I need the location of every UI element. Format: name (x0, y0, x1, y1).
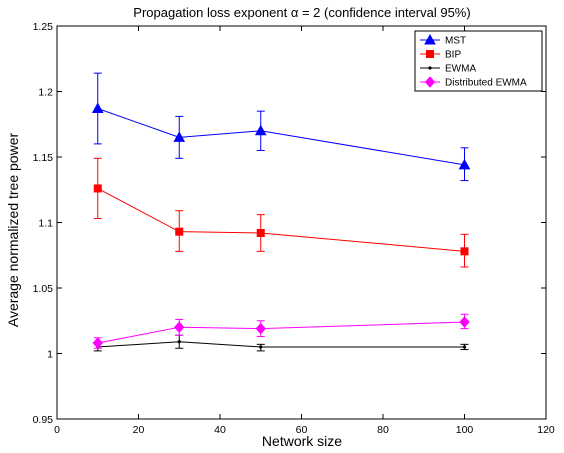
legend-label: MST (445, 36, 466, 47)
legend-label: Distributed EWMA (445, 78, 527, 89)
y-tick-label: 1.05 (33, 283, 54, 295)
legend-label: EWMA (445, 64, 476, 75)
data-point (458, 158, 471, 170)
data-point (256, 228, 265, 237)
series-line (97, 321, 465, 344)
data-point (173, 131, 186, 142)
x-axis-label: Network size (262, 433, 342, 449)
y-tick-label: 0.95 (33, 414, 54, 426)
x-tick-label: 40 (214, 424, 226, 436)
data-point (259, 345, 263, 349)
data-point (459, 316, 470, 328)
data-point (177, 340, 181, 344)
x-tick-label: 120 (537, 424, 555, 436)
legend-box (414, 30, 543, 92)
legend-label: BIP (445, 50, 461, 61)
data-point (462, 345, 467, 349)
series-line (97, 341, 465, 348)
chart-title: Propagation loss exponent α = 2 (confide… (133, 5, 470, 20)
data-point (174, 321, 185, 334)
legend-marker (426, 50, 434, 58)
legend-marker (428, 66, 432, 70)
data-point (92, 337, 103, 349)
data-point (254, 124, 267, 136)
y-tick-label: 1.1 (38, 218, 53, 230)
x-tick-label: 20 (133, 424, 145, 436)
x-tick-label: 100 (456, 424, 474, 436)
y-tick-label: 1.15 (33, 152, 54, 164)
series-mst (91, 72, 471, 182)
x-tick-label: 0 (54, 424, 60, 436)
data-point (91, 102, 104, 114)
series-distributed-ewma (92, 313, 470, 349)
data-point (460, 247, 469, 256)
data-point (93, 184, 102, 193)
data-point (175, 227, 184, 236)
legend-marker (424, 33, 436, 45)
y-axis-label: Average normalized tree power (5, 133, 21, 328)
y-tick-label: 1.25 (33, 21, 54, 33)
series-line (97, 108, 465, 166)
y-tick-label: 1.2 (38, 87, 53, 99)
legend-marker (424, 76, 436, 88)
x-tick-label: 60 (296, 424, 308, 436)
series-bip (93, 157, 469, 268)
legend: MST BIP EWMA Distributed EWMA (414, 30, 543, 92)
series-line (97, 187, 465, 252)
x-tick-label: 80 (377, 424, 389, 436)
data-point (255, 322, 266, 335)
y-tick-label: 1 (47, 349, 53, 361)
